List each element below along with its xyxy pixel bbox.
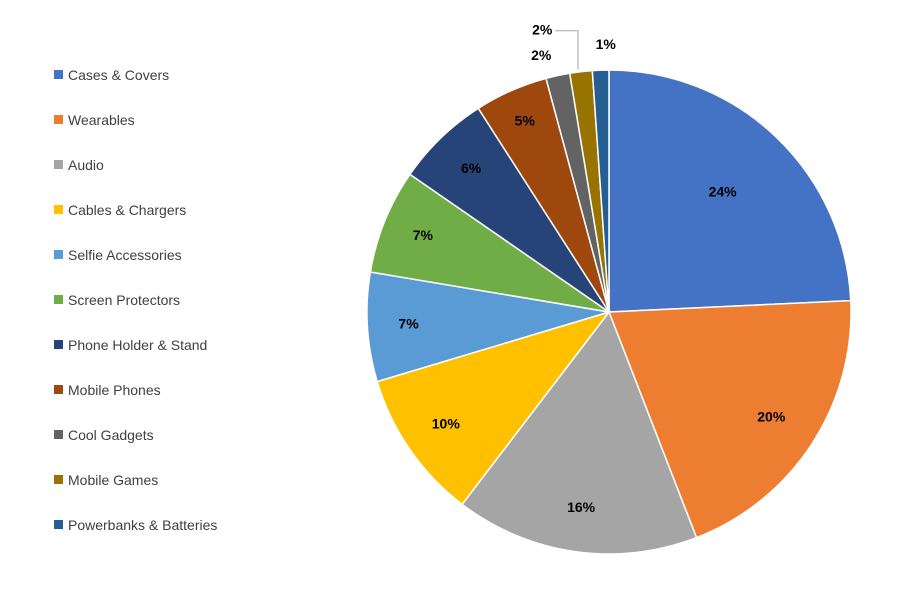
- legend-label: Screen Protectors: [68, 291, 181, 308]
- legend-item: Phone Holder & Stand: [54, 322, 314, 367]
- legend-swatch: [54, 250, 63, 259]
- pie-slice: [369, 173, 610, 313]
- legend-item: Wearables: [54, 97, 314, 142]
- legend-swatch: [54, 340, 63, 349]
- legend-item: Cables & Chargers: [54, 187, 314, 232]
- legend-swatch: [54, 70, 63, 79]
- data-label: 2%: [532, 21, 553, 37]
- data-label: 16%: [567, 499, 596, 515]
- legend-label: Wearables: [68, 111, 135, 128]
- data-label: 5%: [515, 112, 536, 128]
- legend-label: Selfie Accessories: [68, 246, 182, 263]
- legend-label: Phone Holder & Stand: [68, 336, 208, 353]
- pie-slice: [607, 299, 852, 539]
- legend-label: Powerbanks & Batteries: [68, 516, 218, 533]
- legend-item: Cases & Covers: [54, 52, 314, 97]
- chart-legend: Cases & Covers Wearables Audio Cables & Cha…: [54, 52, 314, 547]
- legend-item: Powerbanks & Batteries: [54, 502, 314, 547]
- legend-label: Cool Gadgets: [68, 426, 154, 443]
- data-label: 7%: [398, 315, 419, 331]
- legend-swatch: [54, 115, 63, 124]
- legend-label: Cases & Covers: [68, 66, 170, 83]
- data-label: 7%: [413, 227, 434, 243]
- legend-label: Mobile Games: [68, 471, 159, 488]
- legend-item: Audio: [54, 142, 314, 187]
- legend-item: Selfie Accessories: [54, 232, 314, 277]
- legend-swatch: [54, 295, 63, 304]
- pie-slice: [608, 69, 852, 313]
- legend-swatch: [54, 205, 63, 214]
- leader-line: [555, 30, 579, 70]
- data-label: 10%: [432, 416, 461, 432]
- legend-swatch: [54, 520, 63, 529]
- data-label: 6%: [461, 160, 482, 176]
- legend-label: Cables & Chargers: [68, 201, 187, 218]
- pie-slice: [376, 310, 611, 506]
- data-label: 1%: [596, 36, 617, 52]
- legend-label: Audio: [68, 156, 104, 173]
- pie-slice: [366, 271, 610, 383]
- legend-item: Cool Gadgets: [54, 412, 314, 457]
- legend-item: Mobile Games: [54, 457, 314, 502]
- legend-swatch: [54, 385, 63, 394]
- data-label: 2%: [531, 47, 552, 63]
- pie-slice: [591, 69, 610, 313]
- legend-swatch: [54, 160, 63, 169]
- pie-slice: [461, 310, 698, 555]
- legend-item: Screen Protectors: [54, 277, 314, 322]
- legend-item: Mobile Phones: [54, 367, 314, 412]
- legend-label: Mobile Phones: [68, 381, 161, 398]
- legend-swatch: [54, 430, 63, 439]
- data-label: 20%: [757, 408, 786, 424]
- legend-swatch: [54, 475, 63, 484]
- data-label: 24%: [709, 184, 738, 200]
